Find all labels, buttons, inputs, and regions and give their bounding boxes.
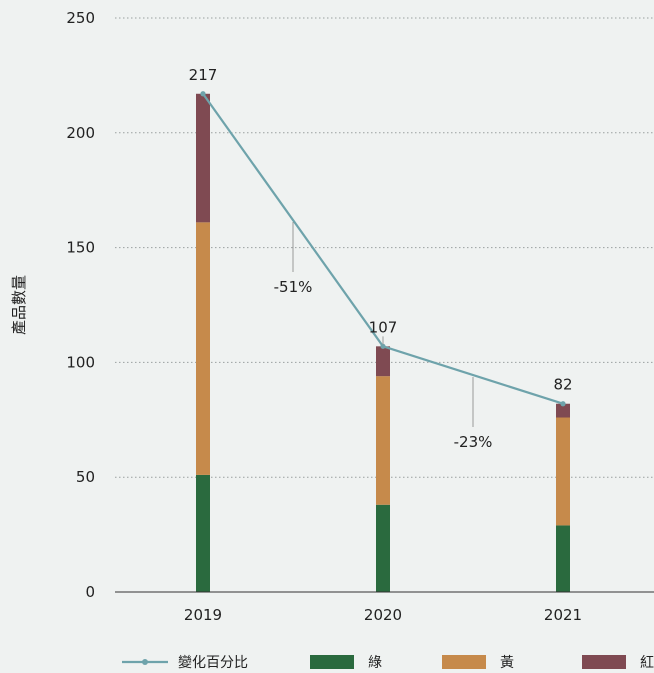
- x-tick-label: 2021: [544, 606, 582, 624]
- x-tick-label: 2020: [364, 606, 402, 624]
- bars: [196, 93, 570, 592]
- bar-segment-2021: [556, 403, 570, 418]
- bar-segment-2020: [376, 346, 390, 377]
- legend-swatch: [442, 655, 486, 669]
- y-tick-label: 0: [85, 583, 95, 601]
- y-tick-label: 200: [66, 124, 95, 142]
- change-annotations: -51% -23%: [274, 222, 493, 451]
- change-annotation: -23%: [454, 433, 493, 451]
- legend-swatch: [310, 655, 354, 669]
- bar-segment-2019: [196, 474, 210, 592]
- change-line-point: [380, 343, 386, 349]
- change-annotation: -51%: [274, 278, 313, 296]
- total-label: 82: [553, 376, 572, 394]
- bar-segment-2020: [376, 376, 390, 505]
- total-label: 217: [189, 66, 218, 84]
- y-axis-label: 產品數量: [10, 275, 28, 335]
- legend-label: 變化百分比: [178, 655, 248, 671]
- change-line: [200, 91, 566, 407]
- legend-swatch: [582, 655, 626, 669]
- legend-line-marker: [142, 659, 148, 665]
- y-tick-label: 150: [66, 239, 95, 257]
- bar-segment-2021: [556, 417, 570, 526]
- bar-segment-2019: [196, 222, 210, 475]
- bar-segment-2020: [376, 504, 390, 592]
- y-axis-ticks: 0 50 100 150 200 250: [66, 9, 95, 601]
- y-tick-label: 50: [76, 468, 95, 486]
- bar-segment-2021: [556, 525, 570, 592]
- legend-label: 紅: [640, 655, 654, 671]
- total-label: 107: [369, 318, 398, 336]
- x-axis-ticks: 2019 2020 2021: [184, 606, 582, 624]
- y-tick-label: 250: [66, 9, 95, 27]
- legend-label: 綠: [368, 655, 382, 671]
- legend-label: 黃: [500, 655, 514, 671]
- x-tick-label: 2019: [184, 606, 222, 624]
- legend: 變化百分比 綠 黃 紅: [122, 655, 654, 671]
- change-line-point: [200, 91, 206, 97]
- y-tick-label: 100: [66, 353, 95, 371]
- total-labels: 217 107 82: [189, 66, 573, 394]
- change-line-point: [560, 401, 566, 407]
- bar-segment-2019: [196, 93, 210, 223]
